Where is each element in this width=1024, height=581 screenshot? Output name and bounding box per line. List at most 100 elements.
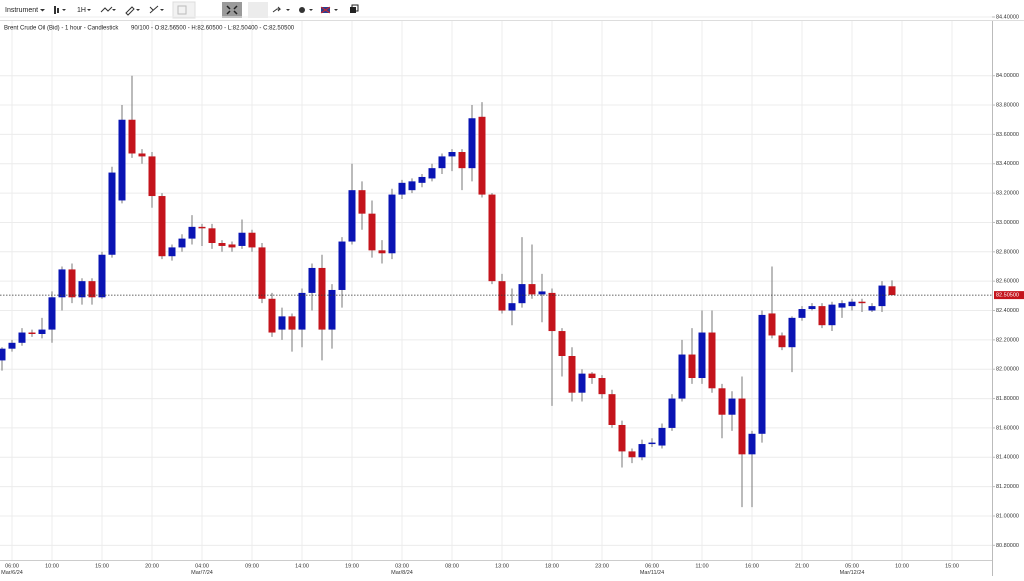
candle-body <box>688 354 696 379</box>
x-tick-label: 15:00 <box>945 563 959 569</box>
dropdown-arrow <box>112 9 116 11</box>
candle-body <box>638 444 646 458</box>
x-tick-label: 10:00 <box>45 563 59 569</box>
candle-body <box>128 119 136 154</box>
x-date-label: Mar/6/24 <box>1 570 23 576</box>
y-tick-label: 83.00000 <box>996 220 1019 226</box>
candle-body <box>648 442 656 445</box>
candle-body <box>118 119 126 201</box>
candle-body <box>418 176 426 183</box>
candle-body <box>268 298 276 333</box>
candle-body <box>398 182 406 195</box>
x-tick-label: 21:00 <box>795 563 809 569</box>
candle-body <box>598 378 606 395</box>
layout-icon <box>177 5 187 15</box>
x-tick-label: 04:00 <box>195 563 209 569</box>
y-tick-label: 81.60000 <box>996 425 1019 431</box>
dropdown-arrow <box>40 9 45 12</box>
candle-body <box>868 306 876 311</box>
y-tick-label: 82.80000 <box>996 249 1019 255</box>
candle-body <box>838 303 846 308</box>
dropdown-arrow <box>160 9 164 11</box>
candle-body <box>188 226 196 239</box>
x-tick-label: 05:00 <box>845 563 859 569</box>
candles <box>0 75 896 508</box>
x-tick-label: 11:00 <box>695 563 708 569</box>
y-tick-label: 81.00000 <box>996 513 1019 519</box>
x-date-label: Mar/12/24 <box>840 570 865 576</box>
x-tick-label: 03:00 <box>395 563 409 569</box>
zoom-button[interactable] <box>248 2 268 18</box>
candle-body <box>308 267 316 293</box>
candle-body <box>768 313 776 336</box>
y-tick-label: 82.00000 <box>996 367 1019 373</box>
y-tick-label: 83.40000 <box>996 161 1019 167</box>
candle-body <box>818 306 826 326</box>
candle-body <box>238 232 246 246</box>
instrument-menu[interactable]: Instrument <box>5 7 38 14</box>
y-tick-label: 82.60000 <box>996 279 1019 285</box>
candle-body <box>448 152 456 157</box>
candle-body <box>878 285 886 307</box>
candle-body <box>748 433 756 455</box>
candle-body <box>528 284 536 295</box>
candle-body <box>348 190 356 242</box>
indicator-icon[interactable] <box>100 6 113 13</box>
candle-body <box>298 292 306 330</box>
candle-body <box>678 354 686 399</box>
x-tick-label: 23:00 <box>595 563 609 569</box>
candle-body <box>328 289 336 330</box>
candle-body <box>68 269 76 298</box>
dropdown-arrow <box>62 9 66 11</box>
candle-body <box>158 196 166 257</box>
candle-body <box>858 301 866 304</box>
candle-body <box>758 314 766 434</box>
candle-body <box>148 156 156 197</box>
chart-type-icon[interactable] <box>54 6 56 14</box>
interval-menu[interactable]: 1H <box>77 7 86 14</box>
candle-body <box>608 394 616 425</box>
x-date-label: Mar/7/24 <box>191 570 213 576</box>
x-date-label: Mar/8/24 <box>391 570 413 576</box>
grid <box>0 16 992 560</box>
y-tick-label: 81.80000 <box>996 396 1019 402</box>
candle-body <box>168 247 176 257</box>
candle-body <box>0 348 6 361</box>
candle-body <box>658 427 666 446</box>
x-tick-label: 10:00 <box>895 563 909 569</box>
fit-button[interactable] <box>222 2 242 18</box>
y-tick-label: 83.20000 <box>996 191 1019 197</box>
candle-body <box>698 332 706 379</box>
toolbar: Instrument 1H <box>0 0 1024 21</box>
candle-body <box>738 398 746 455</box>
candle-body <box>228 244 236 248</box>
candle-body <box>718 388 726 415</box>
candle-body <box>498 281 506 311</box>
y-tick-label: 83.80000 <box>996 103 1019 109</box>
share-icon[interactable] <box>272 6 282 13</box>
x-tick-label: 16:00 <box>745 563 759 569</box>
candle-body <box>588 373 596 379</box>
x-tick-label: 06:00 <box>645 563 659 569</box>
y-tick-label: 80.80000 <box>996 543 1019 549</box>
candle-body <box>508 303 516 311</box>
theme-icon[interactable] <box>299 7 305 13</box>
candle-body <box>888 286 896 296</box>
candle-body <box>728 398 736 415</box>
candle-body <box>108 172 116 255</box>
candle-body <box>208 228 216 244</box>
chart-title: Brent Crude Oil (Bid) - 1 hour - Candles… <box>4 26 119 32</box>
last-price-tag <box>994 291 1024 300</box>
tools-icon[interactable] <box>149 5 159 14</box>
candle-body <box>218 243 226 246</box>
draw-icon[interactable] <box>125 6 135 16</box>
candle-body <box>778 335 786 348</box>
popout-icon-frame <box>351 4 359 12</box>
dropdown-arrow <box>136 9 140 11</box>
x-tick-label: 06:00 <box>5 563 19 569</box>
x-tick-label: 08:00 <box>445 563 459 569</box>
x-tick-label: 18:00 <box>545 563 559 569</box>
layout-button[interactable] <box>172 1 196 19</box>
popout-icon[interactable] <box>350 7 356 13</box>
